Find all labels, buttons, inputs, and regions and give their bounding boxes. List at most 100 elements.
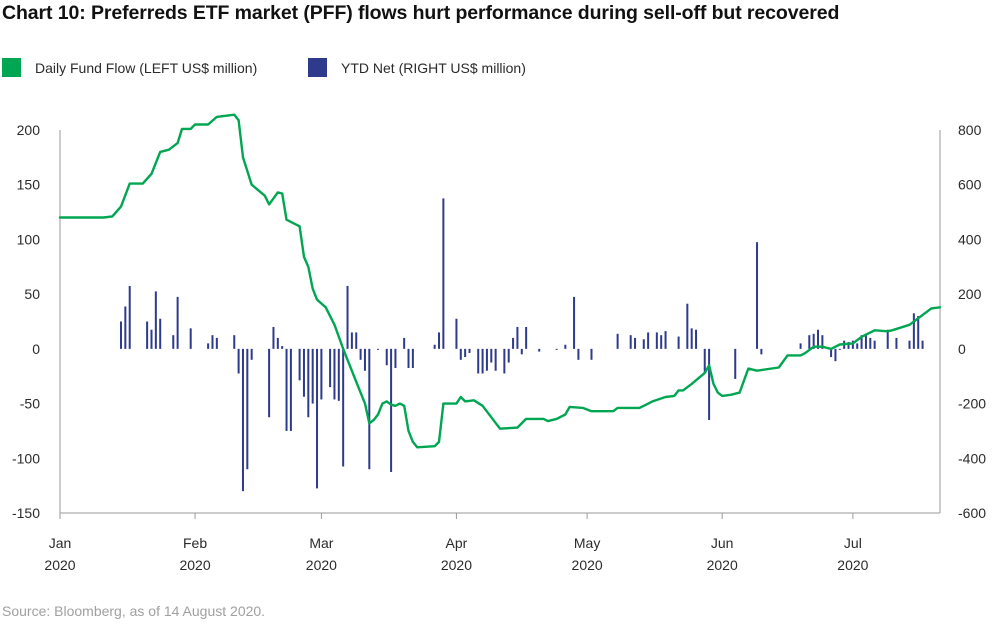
x-tick-label-year: 2020	[441, 557, 472, 573]
x-tick-label-year: 2020	[306, 557, 337, 573]
ytd-net-bar	[525, 326, 528, 349]
ytd-net-bar	[677, 336, 680, 349]
ytd-net-bar	[799, 343, 802, 349]
ytd-net-bar	[363, 348, 366, 371]
axis-labels: 200 150 100 50 0 -50 -100 -150 800 600 400 200 0 -200…	[12, 122, 986, 573]
ytd-net-bar	[337, 348, 340, 401]
ytd-net-bar	[368, 348, 371, 470]
ytd-net-bar	[320, 348, 323, 400]
ytd-net-bar	[329, 348, 332, 388]
ytd-net-bar	[411, 348, 414, 369]
legend-item-ytd-net: YTD Net (RIGHT US$ million)	[308, 58, 526, 77]
ytd-net-bar	[516, 326, 519, 349]
ytd-net-bar	[490, 348, 493, 363]
source-note: Source: Bloomberg, as of 14 August 2020.	[2, 603, 266, 619]
ytd-net-bar	[128, 285, 131, 349]
ytd-net-bar	[869, 337, 872, 349]
ytd-net-bar	[512, 337, 515, 349]
ytd-net-bar	[629, 335, 632, 349]
x-tick-label-month: Mar	[309, 535, 333, 551]
ytd-net-bar	[912, 313, 915, 349]
daily-fund-flow-line-group	[58, 113, 942, 449]
y-right-tick-label: 0	[958, 341, 966, 357]
ytd-net-bar	[207, 343, 210, 349]
ytd-net-bar	[655, 332, 658, 349]
ytd-net-bar	[150, 329, 153, 349]
ytd-net-bar	[494, 348, 497, 371]
y-left-tick-label: 100	[17, 231, 41, 247]
ytd-net-bar	[385, 348, 388, 366]
ytd-net-bar	[459, 348, 462, 360]
y-left-tick-label: -50	[20, 396, 40, 412]
ytd-net-bar	[355, 332, 358, 349]
ytd-net-bar	[686, 303, 689, 349]
y-left-tick-label: 200	[17, 122, 41, 138]
ytd-net-bar	[281, 346, 284, 349]
y-left-tick-label: 0	[32, 341, 40, 357]
legend-swatch-green	[2, 58, 21, 77]
ytd-net-bar	[394, 348, 397, 369]
ytd-net-bar	[311, 348, 314, 404]
legend-swatch-blue	[308, 58, 327, 77]
ytd-net-bar	[189, 328, 192, 349]
ytd-net-bar	[695, 329, 698, 349]
ytd-net-bar	[756, 242, 759, 349]
ytd-net-bar	[438, 332, 441, 349]
ytd-net-bar	[834, 348, 837, 362]
x-tick-label-month: Jun	[711, 535, 734, 551]
ytd-net-bar	[664, 331, 667, 349]
ytd-net-bar	[407, 348, 410, 369]
legend-label-ytd-net: YTD Net (RIGHT US$ million)	[341, 59, 526, 76]
ytd-net-bar	[215, 337, 218, 349]
ytd-net-bar	[895, 337, 898, 349]
ytd-net-bar	[268, 348, 271, 418]
ytd-net-bar	[390, 348, 393, 472]
ytd-net-bar	[342, 348, 345, 467]
ytd-net-bar	[442, 198, 445, 349]
x-tick-label-year: 2020	[707, 557, 738, 573]
ytd-net-bar	[359, 348, 362, 360]
ytd-net-bar	[289, 348, 292, 431]
ytd-net-bar	[250, 348, 253, 360]
ytd-net-bar	[172, 335, 175, 349]
ytd-net-bar	[272, 326, 275, 349]
ytd-net-bar	[233, 335, 236, 349]
ytd-net-bar	[124, 306, 127, 349]
ytd-net-bar	[485, 348, 488, 371]
ytd-net-bar	[577, 348, 580, 360]
ytd-net-bar	[433, 344, 436, 349]
ytd-net-bar	[908, 340, 911, 349]
ytd-net-bar	[873, 340, 876, 349]
ytd-net-bar	[298, 348, 301, 381]
ytd-net-bar	[921, 340, 924, 349]
ytd-net-bar	[350, 332, 353, 349]
ytd-net-bar	[477, 348, 480, 374]
ytd-net-bar	[642, 339, 645, 349]
chart-title: Chart 10: Preferreds ETF market (PFF) fl…	[2, 2, 840, 24]
ytd-net-bar	[573, 296, 576, 349]
ytd-net-bar	[564, 344, 567, 349]
ytd-net-bar	[507, 348, 510, 363]
x-tick-label-month: May	[574, 535, 600, 551]
x-tick-label-month: Apr	[446, 535, 468, 551]
ytd-net-bar	[176, 296, 179, 349]
ytd-net-bar	[146, 321, 149, 349]
ytd-net-bar	[346, 285, 349, 349]
ytd-net-bar	[590, 348, 593, 360]
ytd-net-bar	[481, 348, 484, 374]
ytd-net-bar	[468, 348, 471, 353]
ytd-net-bar	[276, 337, 279, 349]
ytd-net-bar	[237, 348, 240, 374]
ytd-net-bar	[241, 348, 244, 492]
ytd-net-bar	[734, 348, 737, 379]
legend-item-daily-fund-flow: Daily Fund Flow (LEFT US$ million)	[2, 58, 257, 77]
ytd-net-bar	[403, 337, 406, 349]
y-right-tick-label: 400	[958, 231, 982, 247]
ytd-net-bar	[555, 348, 558, 350]
x-tick-label-month: Jan	[49, 535, 72, 551]
ytd-net-bar	[538, 348, 541, 352]
ytd-net-bar	[851, 340, 854, 349]
ytd-net-bar	[856, 343, 859, 349]
ytd-net-bar	[808, 335, 811, 349]
